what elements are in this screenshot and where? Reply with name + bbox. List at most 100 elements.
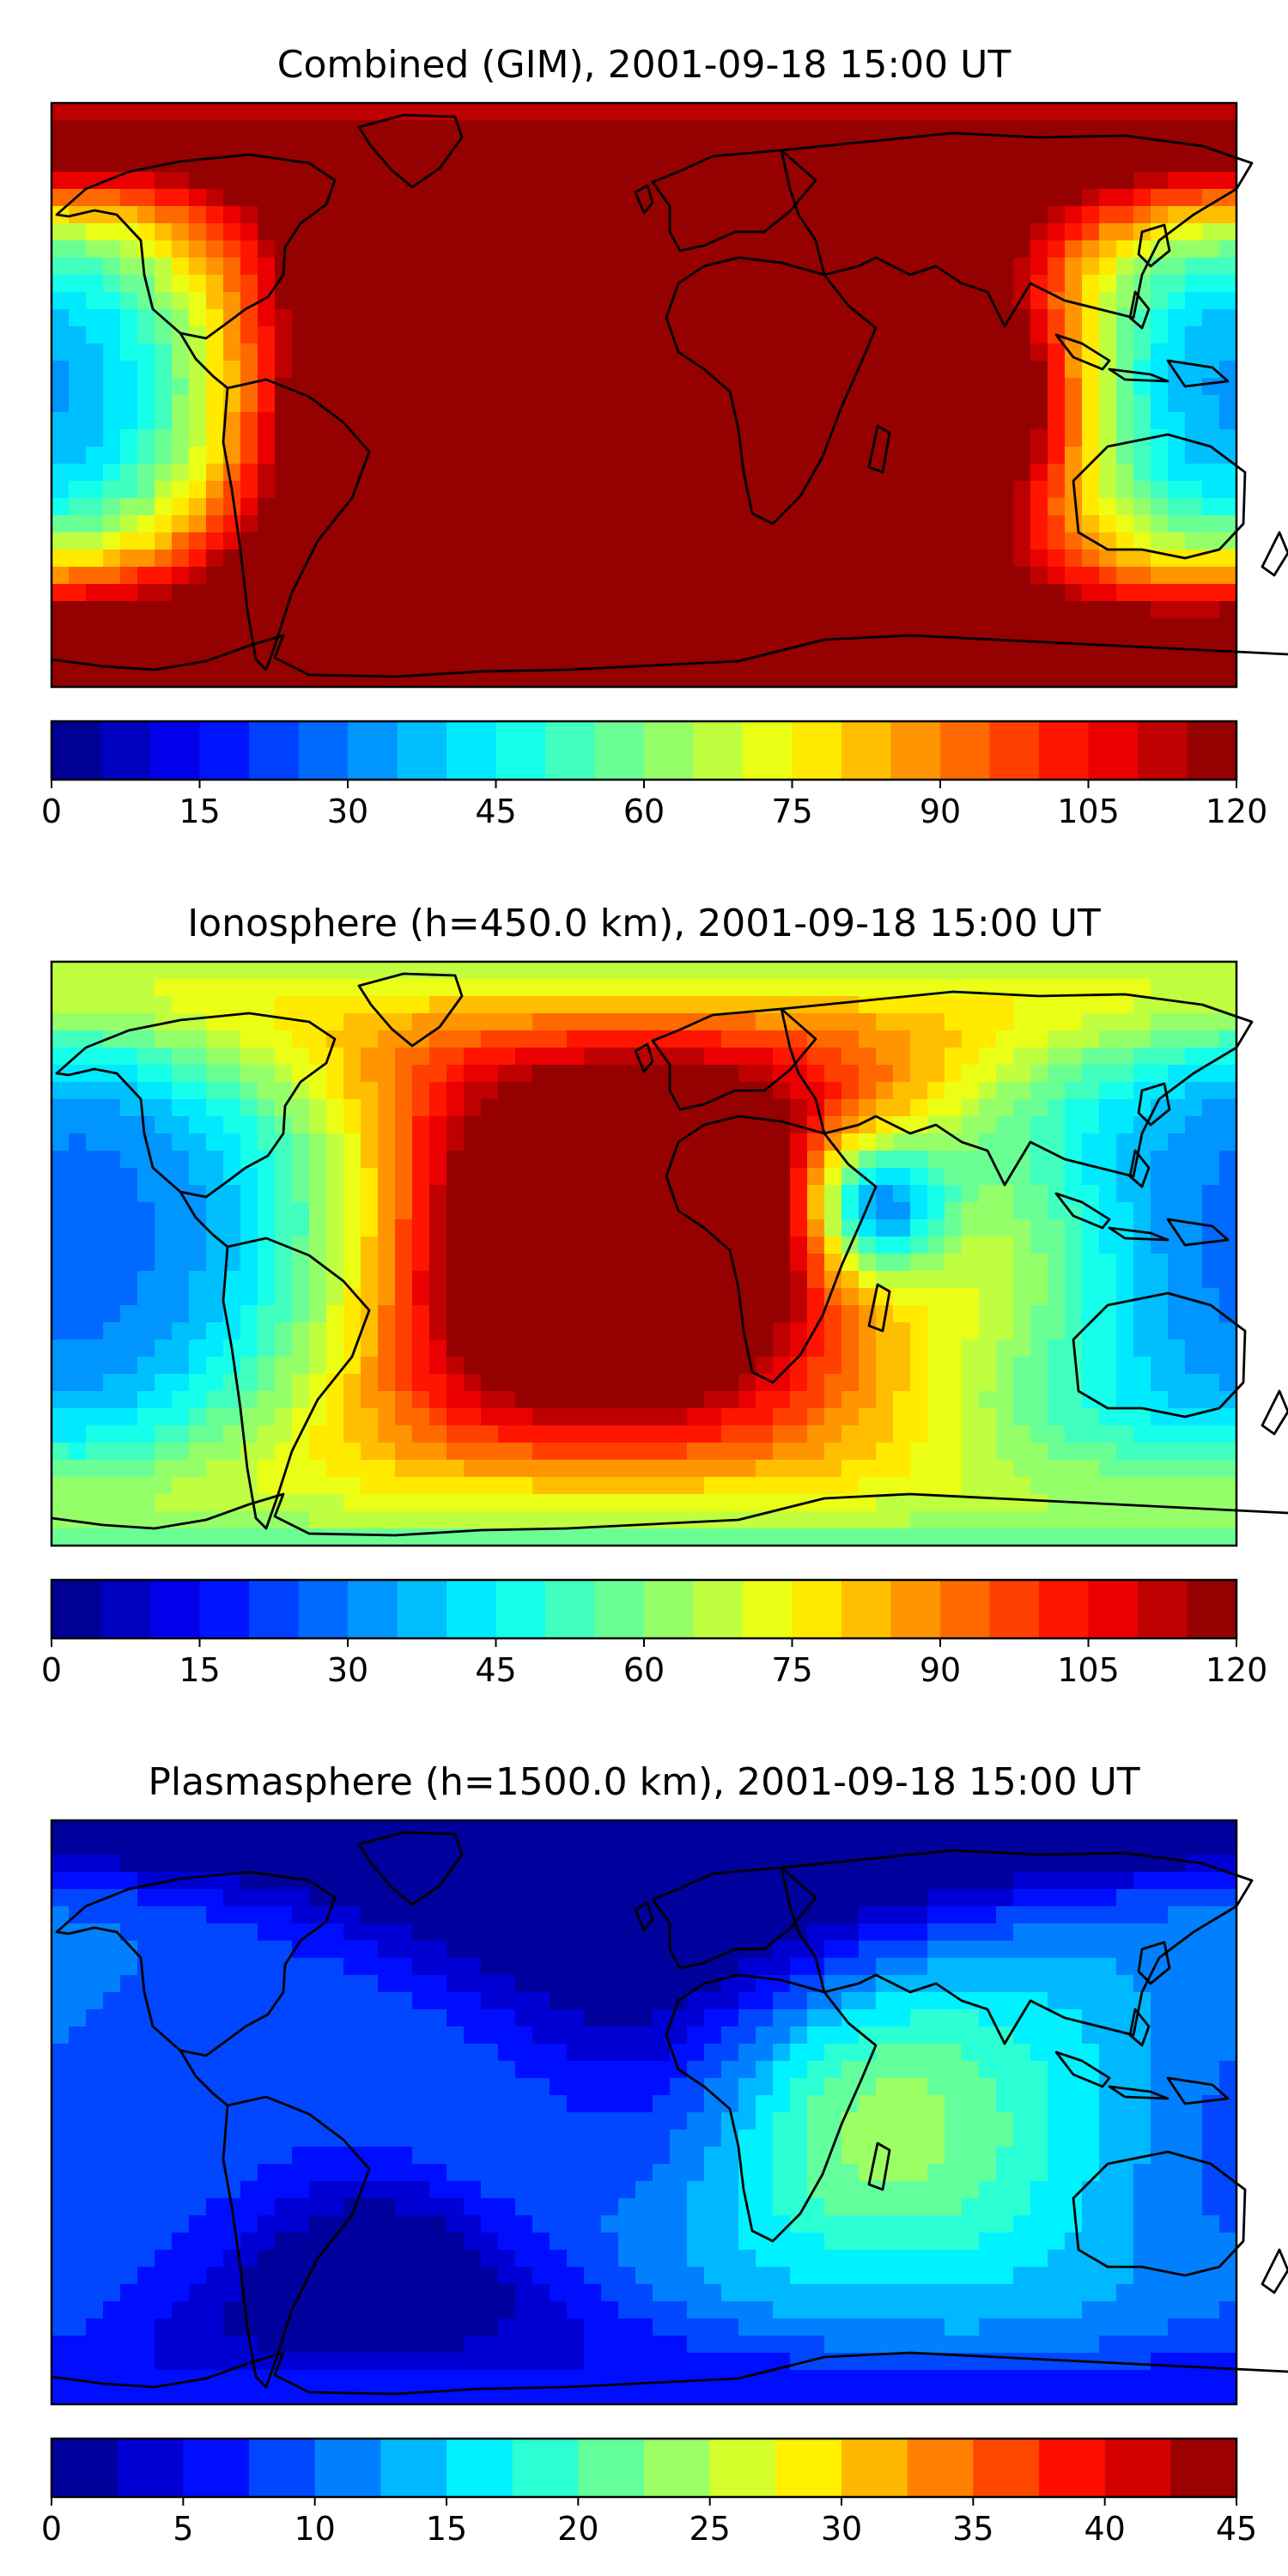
heatmap-cell (1013, 1168, 1031, 1186)
heatmap-cell (481, 447, 499, 465)
heatmap-cell (1219, 1460, 1237, 1478)
heatmap-cell (790, 1133, 808, 1151)
heatmap-cell (927, 498, 945, 516)
colorbar-segment (199, 1580, 250, 1638)
heatmap-cell (378, 1288, 396, 1306)
heatmap-cell (1151, 1288, 1169, 1306)
heatmap-cell (601, 292, 619, 310)
heatmap-cell (412, 1374, 430, 1392)
heatmap-cell (326, 137, 344, 155)
heatmap-cell (189, 584, 207, 602)
heatmap-cell (1013, 395, 1031, 413)
heatmap-cell (841, 962, 860, 980)
heatmap-cell (962, 155, 980, 173)
heatmap-cell (515, 258, 533, 276)
heatmap-cell (361, 172, 379, 190)
heatmap-cell (1202, 1133, 1220, 1151)
heatmap-cell (1013, 258, 1031, 276)
heatmap-cell (1013, 378, 1031, 396)
heatmap-cell (1219, 412, 1237, 430)
heatmap-cell (876, 1013, 894, 1031)
heatmap-cell (275, 326, 293, 344)
heatmap-cell (464, 1065, 482, 1083)
colorbar-segment (397, 1580, 447, 1638)
heatmap-cell (240, 1820, 258, 1838)
heatmap-cell (773, 567, 791, 585)
heatmap-cell (86, 618, 104, 636)
heatmap-cell (635, 120, 653, 138)
heatmap-cell (1013, 1202, 1031, 1220)
heatmap-cell (52, 635, 70, 653)
heatmap-cell (807, 1443, 825, 1461)
heatmap-cell (1133, 361, 1151, 379)
heatmap-cell (1048, 429, 1066, 447)
heatmap-cell (927, 343, 945, 361)
heatmap-cell (103, 1168, 121, 1186)
heatmap-cell (515, 1357, 533, 1375)
heatmap-cell (773, 326, 791, 344)
heatmap-cell (1168, 1340, 1186, 1358)
heatmap-cell (876, 1477, 894, 1495)
heatmap-cell (412, 1425, 430, 1443)
heatmap-cell (601, 962, 619, 980)
heatmap-cell (258, 1391, 276, 1409)
heatmap-cell (670, 464, 688, 482)
heatmap-cell (52, 103, 70, 121)
heatmap-cell (996, 275, 1014, 293)
heatmap-cell (910, 601, 928, 619)
heatmap-cell (498, 1288, 516, 1306)
heatmap-cell (704, 1185, 722, 1203)
heatmap-cell (584, 1477, 602, 1495)
heatmap-cell (1030, 1219, 1048, 1237)
heatmap-cell (292, 635, 310, 653)
heatmap-cell (567, 137, 585, 155)
heatmap-cell (824, 1477, 842, 1495)
heatmap-cell (361, 1254, 379, 1272)
heatmap-cell (996, 137, 1014, 155)
heatmap-cell (893, 1511, 911, 1529)
heatmap-cell (979, 326, 997, 344)
heatmap-cell (721, 1133, 739, 1151)
heatmap-cell (155, 1391, 173, 1409)
heatmap-cell (1219, 1322, 1237, 1340)
heatmap-cell (945, 412, 963, 430)
heatmap-cell (893, 1374, 911, 1392)
heatmap-cell (927, 189, 945, 207)
heatmap-cell (584, 1820, 602, 1838)
heatmap-cell (155, 361, 173, 379)
heatmap-cell (1048, 498, 1066, 516)
heatmap-cell (206, 1340, 224, 1358)
heatmap-cell (1133, 1065, 1151, 1083)
heatmap-cell (1013, 1408, 1031, 1426)
heatmap-cell (1168, 1425, 1186, 1443)
heatmap-cell (910, 447, 928, 465)
heatmap-cell (137, 962, 155, 980)
heatmap-cell (635, 1271, 653, 1289)
heatmap-cell (275, 1855, 293, 1873)
heatmap-cell (756, 120, 774, 138)
heatmap-cell (704, 1065, 722, 1083)
heatmap-cell (687, 1494, 705, 1512)
heatmap-cell (498, 1477, 516, 1495)
heatmap-cell (172, 464, 190, 482)
heatmap-cell (103, 1133, 121, 1151)
heatmap-cell (223, 447, 241, 465)
heatmap-cell (893, 378, 911, 396)
heatmap-cell (979, 1065, 997, 1083)
heatmap-cell (120, 584, 138, 602)
heatmap-cell (258, 584, 276, 602)
colorbar-segment (249, 1580, 300, 1638)
heatmap-cell (137, 1048, 155, 1066)
heatmap-cell (515, 1030, 533, 1048)
heatmap-cell (945, 1288, 963, 1306)
heatmap-cell (1082, 172, 1100, 190)
heatmap-cell (189, 1030, 207, 1048)
heatmap-cell (1219, 498, 1237, 516)
heatmap-cell (343, 172, 361, 190)
heatmap-cell (927, 275, 945, 293)
heatmap-cell (429, 1855, 447, 1873)
heatmap-cell (412, 532, 430, 550)
heatmap-cell (137, 258, 155, 276)
heatmap-cell (704, 1254, 722, 1272)
heatmap-cell (773, 653, 791, 671)
